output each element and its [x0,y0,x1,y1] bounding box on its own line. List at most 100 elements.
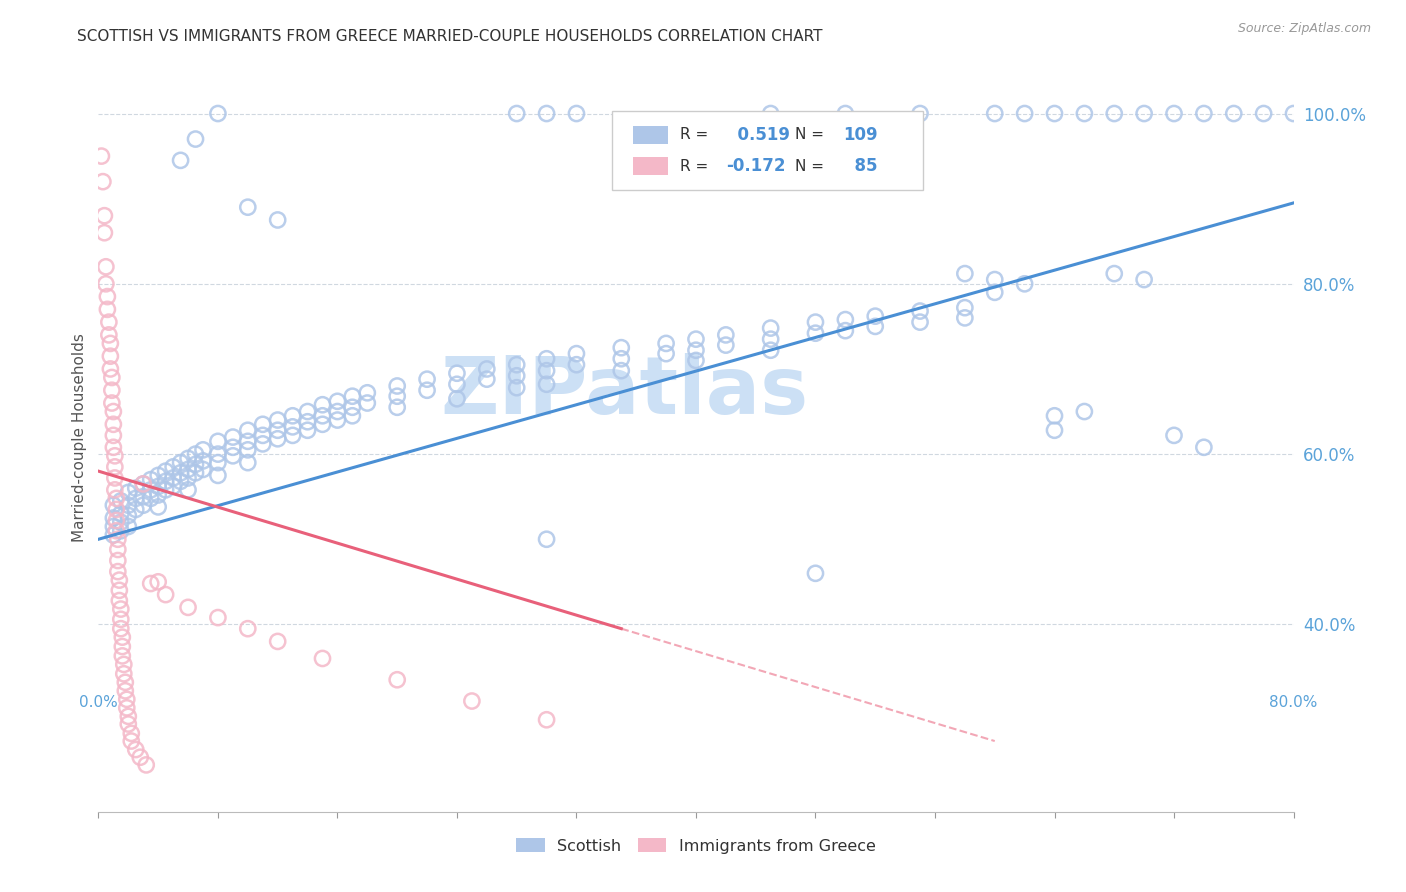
Point [105,502,128,516]
Point [139,491,162,506]
Point [108,593,131,607]
Point [104,449,127,463]
Point [148,468,170,483]
Point [1043,106,1066,120]
Point [685,343,707,358]
Point [103,519,125,533]
Point [655,336,678,351]
Point [759,106,782,120]
Point [536,364,558,378]
Point [446,392,468,406]
Point [120,734,142,748]
Point [177,483,200,497]
Point [101,384,124,398]
Point [475,372,498,386]
Point [865,309,887,323]
Point [117,498,139,512]
Point [114,675,136,690]
Point [565,346,588,360]
Point [110,494,132,508]
Point [222,449,245,463]
Point [111,630,134,644]
Point [117,508,139,523]
Point [297,423,319,437]
Point [155,475,177,489]
Point [1104,267,1126,281]
Point [536,377,558,392]
Point [191,462,214,476]
Point [94,260,117,274]
Point [107,542,129,557]
Point [132,490,155,504]
Point [610,364,633,378]
Point [107,565,129,579]
Point [117,519,139,533]
Point [416,372,439,386]
Point [1014,106,1036,120]
Point [953,310,976,325]
Point [148,574,170,589]
Point [115,701,138,715]
Point [297,415,319,429]
Point [984,106,1007,120]
Point [385,389,409,403]
Point [222,440,245,454]
Point [565,358,588,372]
Text: ZIPatlas: ZIPatlas [440,353,808,431]
Point [96,302,118,317]
Point [297,404,319,418]
Point [104,459,127,474]
Point [117,709,139,723]
Point [685,353,707,368]
Point [326,413,349,427]
Point [97,315,120,329]
Point [139,473,162,487]
Point [162,471,184,485]
Point [1043,409,1066,423]
Point [1133,272,1156,286]
Point [110,524,132,538]
Point [148,500,170,514]
Point [267,213,290,227]
Point [103,511,125,525]
Point [759,321,782,335]
Point [506,368,529,383]
Text: 85: 85 [844,157,877,175]
Point [281,428,304,442]
Point [207,610,229,624]
Point [311,409,333,423]
Point [169,466,191,480]
Point [685,332,707,346]
Point [132,498,155,512]
Point [714,327,737,342]
Text: 0.519: 0.519 [725,126,790,144]
Point [162,479,184,493]
Text: N =: N = [796,128,824,143]
Legend: Scottish, Immigrants from Greece: Scottish, Immigrants from Greece [509,831,883,860]
Point [112,657,135,672]
Point [610,149,633,163]
Point [953,267,976,281]
Point [110,507,132,521]
Point [267,423,290,437]
Point [169,153,191,168]
Point [135,758,157,772]
Point [834,106,856,120]
Point [125,481,148,495]
Point [1133,106,1156,120]
Point [93,209,115,223]
Point [139,576,162,591]
Bar [633,126,668,144]
Point [236,456,259,470]
Text: N =: N = [796,159,824,174]
Point [191,442,214,457]
Point [385,379,409,393]
Point [177,451,200,466]
Point [252,417,274,432]
Point [114,683,136,698]
Point [117,485,139,500]
Point [536,351,558,366]
Point [655,346,678,360]
Point [155,588,177,602]
Point [506,106,529,120]
